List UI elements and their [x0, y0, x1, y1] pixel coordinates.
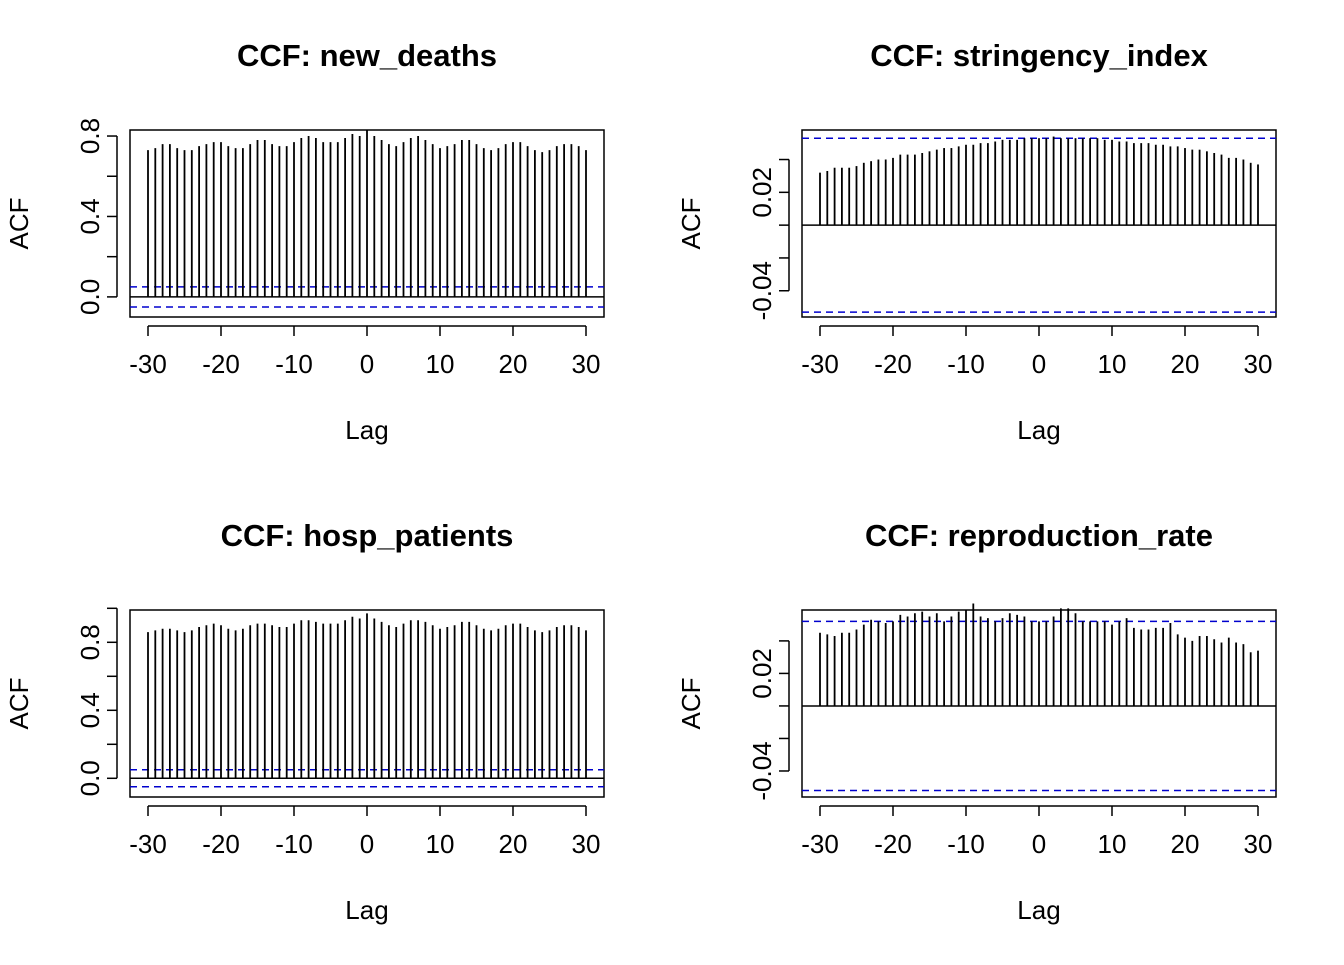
x-axis-title: Lag	[1017, 895, 1060, 925]
x-tick-label: 30	[572, 349, 601, 379]
x-tick-label: -10	[275, 829, 313, 859]
y-tick-label: 0.02	[747, 167, 777, 218]
panel-new-deaths: CCF: new_deaths -30 -20 -10 0 10 20 30 Lag 0.0 0.4…	[4, 38, 605, 445]
y-tick-label: 0.8	[75, 118, 105, 154]
y-tick-label: 0.0	[75, 279, 105, 315]
x-tick-label: 0	[360, 349, 374, 379]
y-tick-label: 0.02	[747, 648, 777, 699]
x-tick-label: 20	[1171, 349, 1200, 379]
chart-title: CCF: stringency_index	[870, 38, 1208, 73]
plot-frame	[129, 609, 605, 798]
x-tick-label: 20	[499, 349, 528, 379]
x-tick-label: 30	[1244, 349, 1273, 379]
y-tick-label: -0.04	[747, 261, 777, 320]
plot-frame	[801, 129, 1277, 318]
y-tick-label: 0.8	[75, 624, 105, 660]
x-tick-label: -10	[947, 829, 985, 859]
x-tick-label: 0	[1032, 829, 1046, 859]
y-axis-title: ACF	[4, 678, 34, 730]
y-axis-title: ACF	[4, 198, 34, 250]
chart-title: CCF: hosp_patients	[221, 518, 514, 553]
x-tick-label: 10	[1098, 349, 1127, 379]
x-tick-label: 30	[1244, 829, 1273, 859]
y-axis-title: ACF	[676, 678, 706, 730]
x-tick-label: -30	[129, 829, 167, 859]
x-tick-label: -30	[801, 829, 839, 859]
x-tick-label: -20	[874, 829, 912, 859]
chart-title: CCF: reproduction_rate	[865, 518, 1213, 553]
x-tick-label: 0	[360, 829, 374, 859]
y-tick-label: -0.04	[747, 741, 777, 800]
y-axis-title: ACF	[676, 198, 706, 250]
chart-title: CCF: new_deaths	[237, 38, 497, 73]
x-tick-label: 20	[499, 829, 528, 859]
x-tick-label: 30	[572, 829, 601, 859]
x-tick-label: 20	[1171, 829, 1200, 859]
x-tick-label: -30	[129, 349, 167, 379]
x-tick-label: -10	[947, 349, 985, 379]
x-axis-title: Lag	[1017, 415, 1060, 445]
x-tick-label: -30	[801, 349, 839, 379]
plot-frame	[801, 609, 1277, 798]
panel-reproduction-rate: CCF: reproduction_rate -30 -20 -10 0 10 20 30 La…	[676, 518, 1277, 925]
x-tick-label: 0	[1032, 349, 1046, 379]
x-tick-label: 10	[426, 349, 455, 379]
x-axis-title: Lag	[345, 895, 388, 925]
panel-stringency-index: CCF: stringency_index -30 -20 -10 0 10 20 30 Lag…	[676, 38, 1277, 445]
x-tick-label: 10	[1098, 829, 1127, 859]
x-tick-label: -20	[202, 829, 240, 859]
y-tick-label: 0.0	[75, 760, 105, 796]
y-tick-label: 0.4	[75, 692, 105, 728]
x-axis-title: Lag	[345, 415, 388, 445]
x-tick-label: -20	[202, 349, 240, 379]
panel-hosp-patients: CCF: hosp_patients -30 -20 -10 0 10 20 30 Lag 0.0…	[4, 518, 605, 925]
y-tick-label: 0.4	[75, 198, 105, 234]
x-tick-label: 10	[426, 829, 455, 859]
x-tick-label: -20	[874, 349, 912, 379]
x-tick-label: -10	[275, 349, 313, 379]
